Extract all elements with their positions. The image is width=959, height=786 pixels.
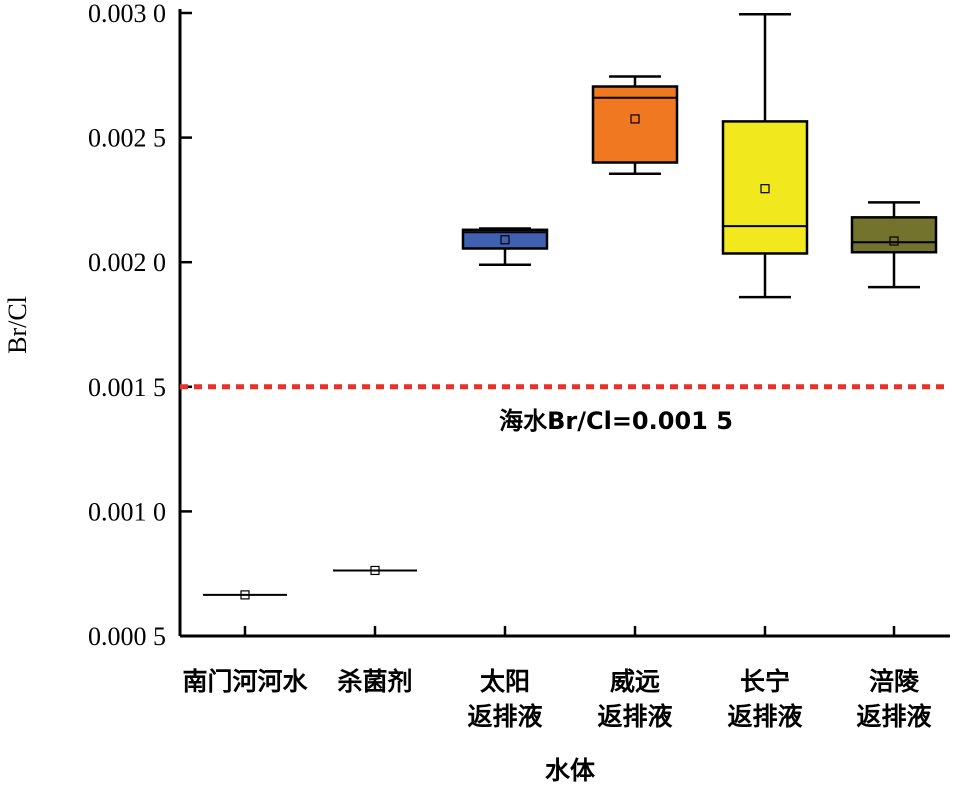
x-axis-title: 水体	[545, 756, 596, 785]
mean-marker	[889, 236, 899, 246]
category-label-line2: 返排液	[597, 702, 672, 731]
y-tick-label: 0.000 5	[88, 622, 166, 651]
category-label: 杀菌剂	[337, 667, 412, 696]
y-tick-label: 0.002 5	[88, 124, 166, 153]
box-body	[461, 228, 549, 250]
box-body	[591, 85, 679, 164]
y-tick-label: 0.003 0	[88, 0, 166, 28]
category-label-line2: 返排液	[727, 702, 802, 731]
category-label: 太阳	[480, 667, 530, 696]
y-axis-title: Br/Cl	[3, 296, 32, 354]
mean-marker	[370, 565, 380, 576]
y-tick-label: 0.002 0	[88, 248, 166, 277]
box-body	[850, 216, 938, 254]
plot-area: 0.000 5 0.001 0 0.001 5 0.002 0 0.002 5 0.003…	[88, 0, 950, 731]
mean-marker	[500, 235, 510, 245]
category-label: 南门河河水	[182, 667, 308, 696]
mean-marker	[630, 114, 640, 124]
category-label-line2: 返排液	[856, 702, 931, 731]
reference-line-label: 海水Br/Cl=0.001 5	[499, 407, 733, 435]
category-label: 涪陵	[869, 667, 920, 696]
category-label: 长宁	[740, 667, 790, 696]
category-label-line2: 返排液	[467, 702, 542, 731]
box-body	[721, 120, 809, 255]
y-tick-label: 0.001 0	[88, 497, 166, 526]
mean-marker	[240, 590, 250, 600]
y-tick-label: 0.001 5	[88, 373, 166, 402]
mean-marker	[760, 184, 770, 194]
category-label: 威远	[610, 667, 660, 696]
